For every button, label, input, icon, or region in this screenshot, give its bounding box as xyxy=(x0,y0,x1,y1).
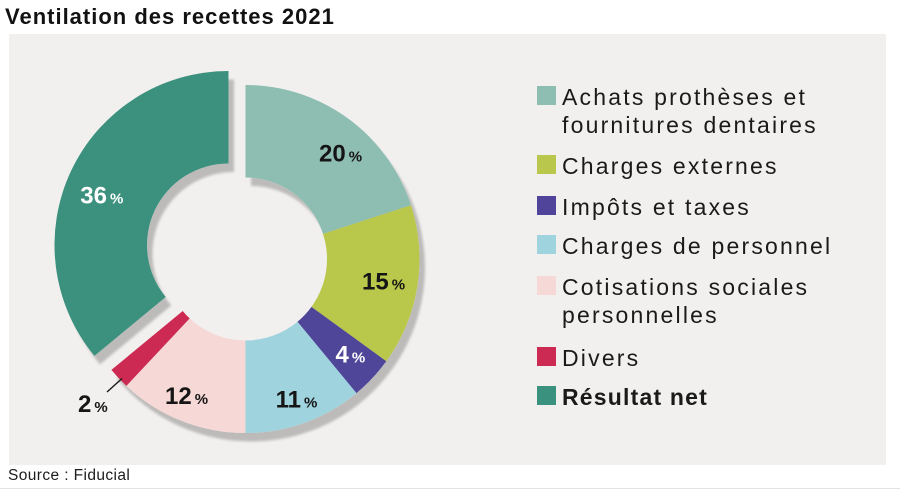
svg-text:2%: 2% xyxy=(78,391,108,418)
svg-text:12%: 12% xyxy=(165,383,208,410)
